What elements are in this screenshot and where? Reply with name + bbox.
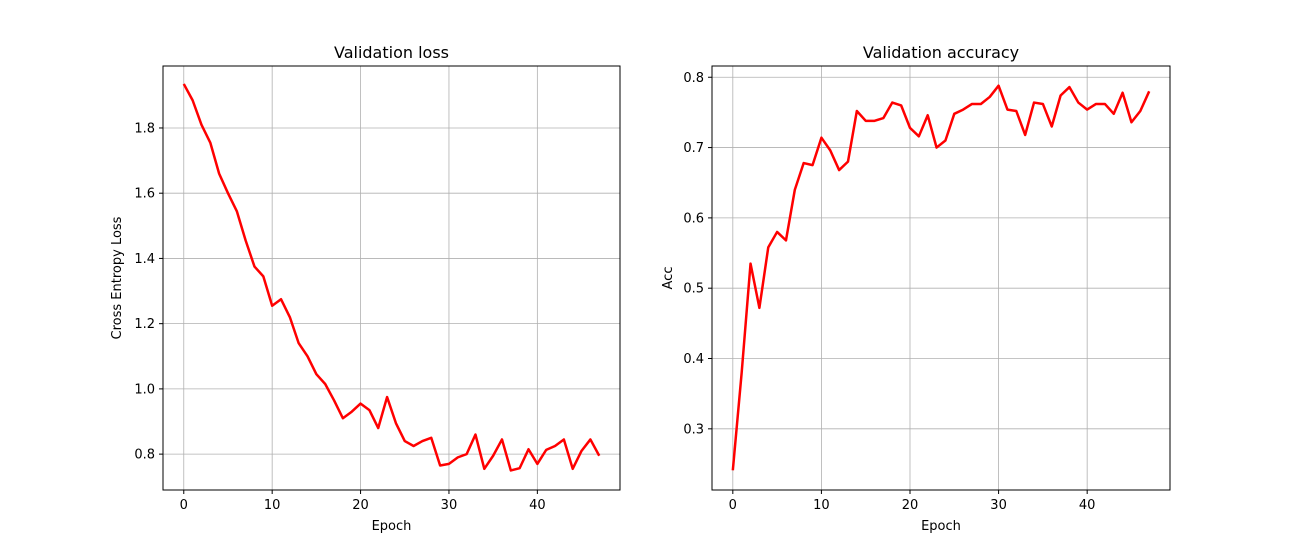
- x-tick-label: 30: [441, 498, 458, 513]
- x-tick-label: 0: [729, 498, 737, 513]
- chart-title: Validation loss: [334, 43, 449, 62]
- y-axis-label: Acc: [661, 267, 676, 290]
- y-tick-label: 1.6: [134, 187, 155, 202]
- x-tick-label: 20: [902, 498, 919, 513]
- y-tick-label: 1.0: [134, 382, 155, 397]
- x-axis-label: Epoch: [372, 519, 412, 534]
- y-tick-label: 0.6: [683, 211, 704, 226]
- y-axis-label: Cross Entropy Loss: [110, 216, 125, 339]
- x-tick-label: 40: [529, 498, 546, 513]
- series-line: [731, 84, 1151, 471]
- x-tick-label: 0: [180, 498, 188, 513]
- y-tick-label: 0.4: [683, 352, 704, 367]
- y-tick-label: 0.5: [683, 282, 704, 297]
- y-tick-label: 0.7: [683, 141, 704, 156]
- y-tick-label: 1.8: [134, 121, 155, 136]
- y-tick-label: 1.2: [134, 317, 155, 332]
- x-axis-label: Epoch: [921, 519, 961, 534]
- axes-frame: [711, 65, 1171, 491]
- y-tick-label: 0.3: [683, 422, 704, 437]
- x-tick-label: 20: [352, 498, 369, 513]
- x-tick-label: 40: [1079, 498, 1096, 513]
- x-tick-label: 30: [990, 498, 1007, 513]
- chart-panel-2: 0 10 20 30 40 0.3 0.4 0.5 0.6 0.7 0.8 Validation ac…: [661, 43, 1171, 534]
- x-tick-label: 10: [813, 498, 830, 513]
- y-tick-label: 1.4: [134, 252, 155, 267]
- y-tick-label: 0.8: [134, 448, 155, 463]
- axes-frame: [162, 65, 621, 491]
- series-line: [182, 83, 601, 472]
- x-tick-label: 10: [264, 498, 281, 513]
- chart-title: Validation accuracy: [863, 43, 1019, 62]
- chart-panel-1: 0 10 20 30 40 0.8 1.0 1.2 1.4 1.6 1.8 Validation lo…: [110, 43, 621, 534]
- y-tick-label: 0.8: [683, 71, 704, 86]
